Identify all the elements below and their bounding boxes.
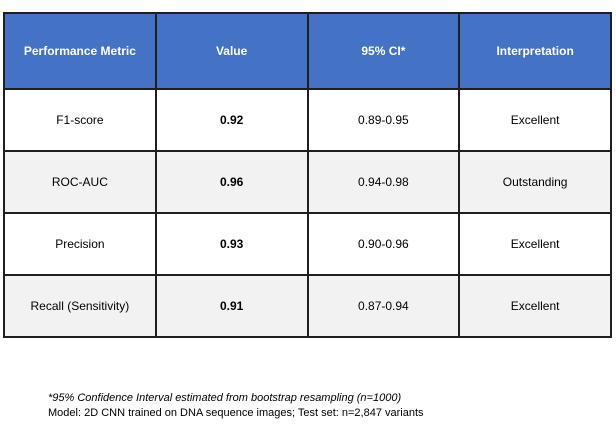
cell-ci: 0.89-0.95 <box>306 88 461 152</box>
performance-metrics-table: Performance Metric Value 95% CI* Interpr… <box>3 12 612 338</box>
table-row-roc-auc: ROC-AUC 0.96 0.94-0.98 Outstanding <box>3 150 612 214</box>
table-row-f1-score: F1-score 0.92 0.89-0.95 Excellent <box>3 88 612 152</box>
cell-metric: Recall (Sensitivity) <box>3 274 157 338</box>
cell-interpretation: Excellent <box>458 274 612 338</box>
cell-interpretation: Excellent <box>458 212 612 276</box>
cell-ci: 0.94-0.98 <box>306 150 461 214</box>
cell-ci: 0.87-0.94 <box>306 274 461 338</box>
table-row-recall: Recall (Sensitivity) 0.91 0.87-0.94 Exce… <box>3 274 612 338</box>
cell-metric: ROC-AUC <box>3 150 157 214</box>
cell-ci: 0.90-0.96 <box>306 212 461 276</box>
cell-value: 0.96 <box>154 150 309 214</box>
cell-interpretation: Outstanding <box>458 150 612 214</box>
footnotes: *95% Confidence Interval estimated from … <box>48 391 424 421</box>
cell-value: 0.93 <box>154 212 309 276</box>
header-interpretation: Interpretation <box>458 12 612 90</box>
header-value: Value <box>154 12 309 90</box>
cell-value: 0.92 <box>154 88 309 152</box>
cell-metric: Precision <box>3 212 157 276</box>
header-95-ci: 95% CI* <box>306 12 461 90</box>
cell-value: 0.91 <box>154 274 309 338</box>
header-row: Performance Metric Value 95% CI* Interpr… <box>3 12 612 90</box>
cell-interpretation: Excellent <box>458 88 612 152</box>
footnote-model-info: Model: 2D CNN trained on DNA sequence im… <box>48 407 424 419</box>
table-row-precision: Precision 0.93 0.90-0.96 Excellent <box>3 212 612 276</box>
header-performance-metric: Performance Metric <box>3 12 157 90</box>
cell-metric: F1-score <box>3 88 157 152</box>
footnote-confidence-interval: *95% Confidence Interval estimated from … <box>48 392 402 404</box>
